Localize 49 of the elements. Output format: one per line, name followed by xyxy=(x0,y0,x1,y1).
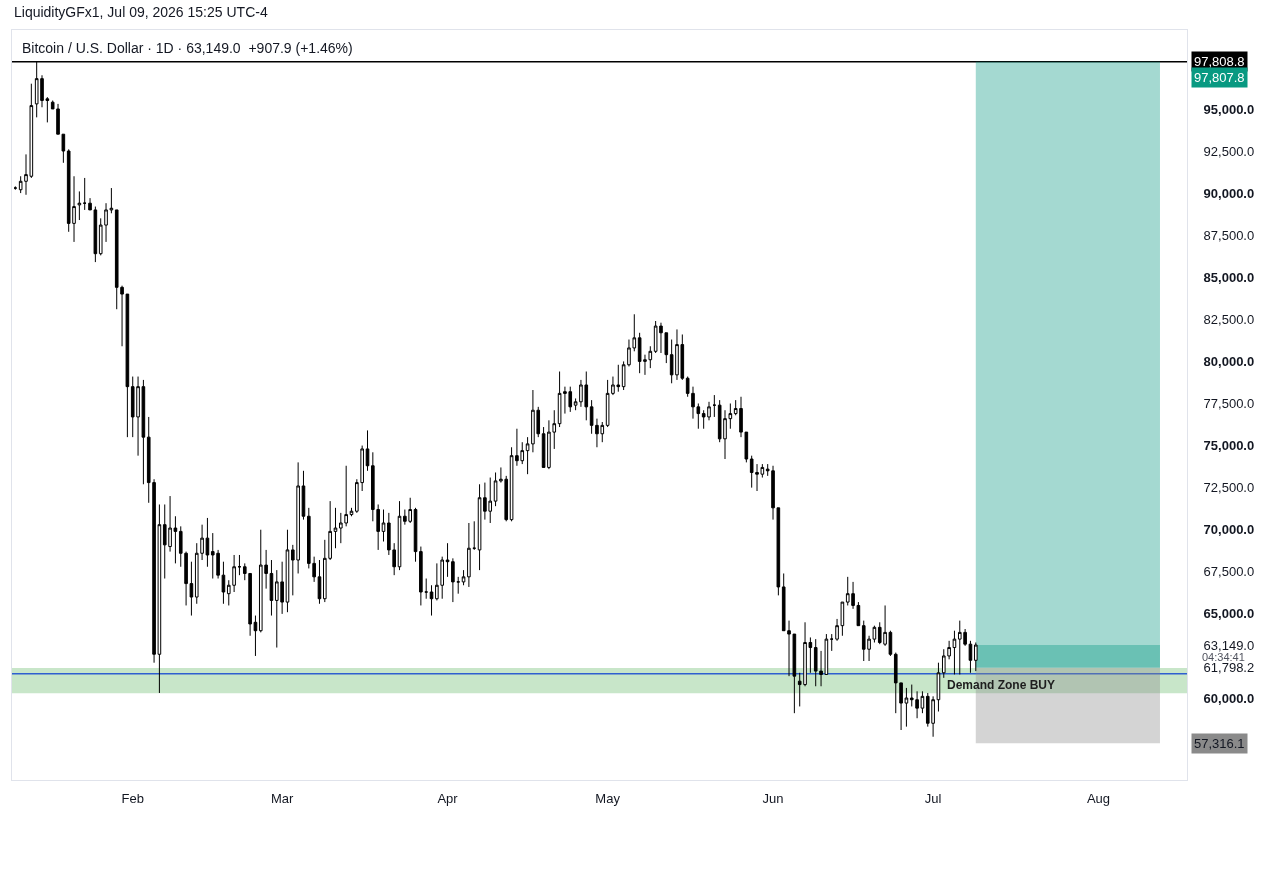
y-tick-label: 67,500.0 xyxy=(1203,564,1255,580)
band-label: 97,807.8 xyxy=(1194,70,1245,85)
y-tick-label: 70,000.0 xyxy=(1203,522,1255,538)
candlestick xyxy=(472,520,477,551)
x-tick-label: Aug xyxy=(1086,790,1111,806)
x-tick-label: Apr xyxy=(437,790,459,806)
y-tick-label: 80,000.0 xyxy=(1203,353,1255,369)
y-tick-label: 85,000.0 xyxy=(1203,269,1255,285)
text: LiquidityGFx1, Jul 09, 2026 15:25 UTC-4 xyxy=(14,4,268,20)
candlestick xyxy=(973,641,978,672)
candlestick xyxy=(77,190,82,221)
candlestick xyxy=(968,640,973,674)
candlestick xyxy=(419,546,423,606)
y-tick-label: 77,500.0 xyxy=(1203,396,1255,412)
ref-line-label: 97,808.8 xyxy=(1194,54,1245,69)
y-tick-label: 87,500.0 xyxy=(1203,227,1255,243)
y-tick-label: 90,000.0 xyxy=(1203,185,1255,201)
y-tick-label: 75,000.0 xyxy=(1203,438,1255,454)
candlestick xyxy=(82,177,87,211)
x-tick-label: Feb xyxy=(121,790,144,806)
band-label: Demand Zone BUY xyxy=(947,678,1056,692)
candlestick xyxy=(429,584,434,617)
x-tick-label: Mar xyxy=(270,790,294,806)
x-tick-label: Jun xyxy=(762,790,784,806)
text: 04:34:41 xyxy=(1202,651,1245,663)
band-label: 57,316.1 xyxy=(1194,736,1245,751)
x-tick-label: Jul xyxy=(924,790,942,806)
candlestick xyxy=(237,554,242,576)
y-tick-label: 63,149.0 xyxy=(1203,637,1255,653)
y-tick-label: 72,500.0 xyxy=(1203,480,1255,496)
candlestick xyxy=(365,429,370,472)
y-tick-label: 82,500.0 xyxy=(1203,311,1255,327)
y-tick-label: 60,000.0 xyxy=(1203,690,1255,706)
candlestick xyxy=(456,576,461,595)
text: Bitcoin / U.S. Dollar · 1D · 63,149.0 +907.9 (+1.46%) xyxy=(22,39,353,56)
candlestick xyxy=(712,394,717,418)
y-tick-label: 61,798.2 xyxy=(1203,660,1255,676)
candlestick xyxy=(381,509,386,542)
x-tick-label: May xyxy=(595,790,621,806)
candlestick xyxy=(424,578,428,600)
candlestick xyxy=(269,559,274,617)
candlestick xyxy=(301,470,306,521)
y-tick-label: 65,000.0 xyxy=(1203,606,1255,622)
candlestick xyxy=(829,633,834,652)
candlestick xyxy=(317,559,322,605)
candlestick xyxy=(285,529,290,613)
candlestick xyxy=(333,507,338,549)
y-tick-label: 92,500.0 xyxy=(1203,143,1255,159)
y-tick-label: 95,000.0 xyxy=(1203,101,1255,117)
